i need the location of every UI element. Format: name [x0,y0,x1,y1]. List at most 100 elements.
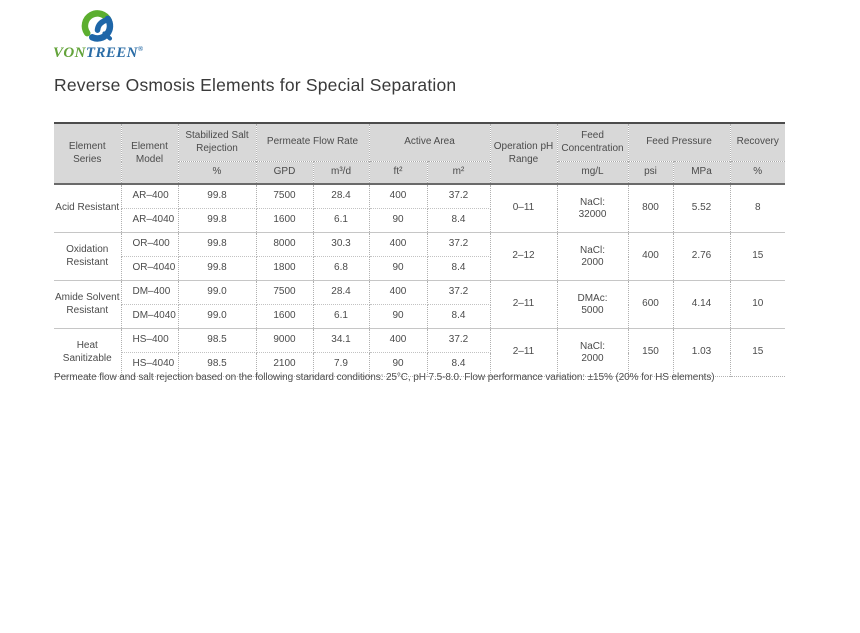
registered-trademark-mark: ® [137,45,144,53]
logo-text-von: VON [53,45,86,61]
col-header-feed-pressure: Feed Pressure [628,123,731,162]
col-header-stabilized-salt-rejection: Stabilized Salt Rejection [178,123,257,162]
ft2-cell: 400 [369,280,428,305]
m2-cell: 8.4 [427,208,491,233]
feed-value: 2000 [581,352,604,364]
vontreen-logo: VONTREEN® [53,7,144,62]
rejection-cell: 99.8 [178,232,257,257]
page-title: Reverse Osmosis Elements for Special Sep… [54,75,457,95]
gpd-cell: 8000 [256,232,314,257]
gpd-cell: 7500 [256,184,314,209]
col-header-operation-ph-range: Operation pH Range [490,123,558,184]
gpd-cell: 7500 [256,280,314,305]
model-cell: OR–400 [121,232,179,257]
model-cell: DM–400 [121,280,179,305]
feed-concentration-cell: NaCl: 2000 [557,328,629,377]
feed-solute: NaCl: [579,196,605,208]
ft2-cell: 90 [369,352,428,377]
ph-range-cell: 2–11 [490,328,558,377]
col-header-permeate-flow-rate: Permeate Flow Rate [256,123,370,162]
col-header-active-area: Active Area [369,123,491,162]
unit-header-gpd: GPD [256,161,314,184]
ft2-cell: 90 [369,304,428,329]
model-cell: HS–400 [121,328,179,353]
recovery-cell: 8 [754,202,761,214]
col-header-element-model: Element Model [121,123,179,184]
feed-solute: NaCl: [579,340,605,352]
feed-value: 5000 [581,304,604,316]
psi-cell: 150 [628,328,674,377]
rejection-cell: 99.8 [178,208,257,233]
group-acid-resistant: Acid Resistant AR–400 99.8 7500 28.4 400… [54,184,785,233]
ph-range-cell: 0–11 [490,184,558,233]
table-row: HS–4040 98.5 2100 7.9 90 8.4 [54,352,785,377]
recovery-cell: 10 [752,298,764,310]
unit-header-psi: psi [628,161,674,184]
unit-header-rejection-percent: % [178,161,257,184]
group-oxidation-resistant: Oxidation Resistant OR–400 99.8 8000 30.… [54,232,785,281]
m2-cell: 8.4 [427,352,491,377]
table-row: AR–4040 99.8 1600 6.1 90 8.4 [54,208,785,233]
rejection-cell: 98.5 [178,352,257,377]
gpd-cell: 2100 [256,352,314,377]
table-row: Amide Solvent Resistant DM–400 99.0 7500… [54,280,785,329]
feed-solute: DMAc: [577,292,608,304]
recovery-cell: 15 [752,250,764,262]
series-cell: Oxidation Resistant [54,232,122,281]
unit-header-m2: m² [427,161,491,184]
rejection-cell: 99.0 [178,304,257,329]
table-row: OR–4040 99.8 1800 6.8 90 8.4 [54,256,785,281]
m2-cell: 8.4 [427,304,491,329]
m3d-cell: 6.1 [313,208,370,233]
gpd-cell: 1600 [256,208,314,233]
logo-text-treen: TREEN [85,45,138,61]
m3d-cell: 28.4 [313,184,370,209]
ro-elements-spec-table: Element Series Element Model Stabilized … [54,122,785,377]
mpa-cell: 5.52 [673,184,731,233]
psi-cell: 400 [628,232,674,281]
ft2-cell: 400 [369,184,428,209]
vontreen-swirl-icon [81,10,113,42]
mpa-cell: 4.14 [673,280,731,329]
group-heat-sanitizable: Heat Sanitizable HS–400 98.5 9000 34.1 4… [54,328,785,377]
model-cell: DM–4040 [121,304,179,329]
col-header-element-series: Element Series [54,123,122,184]
mpa-cell: 2.76 [673,232,731,281]
ft2-cell: 90 [369,256,428,281]
feed-solute: NaCl: [579,244,605,256]
col-header-recovery: Recovery [730,123,785,162]
feed-value: 32000 [578,208,607,220]
gpd-cell: 1800 [256,256,314,281]
table-row: Heat Sanitizable HS–400 98.5 9000 34.1 4… [54,328,785,377]
ph-range-cell: 2–11 [490,280,558,329]
table-row: Oxidation Resistant OR–400 99.8 8000 30.… [54,232,785,281]
group-amide-solvent-resistant: Amide Solvent Resistant DM–400 99.0 7500… [54,280,785,329]
m2-cell: 37.2 [427,232,491,257]
footnote: Permeate flow and salt rejection based o… [54,372,715,383]
unit-header-mg-per-l: mg/L [557,161,629,184]
feed-concentration-cell: NaCl: 32000 [557,184,629,233]
ft2-cell: 400 [369,328,428,353]
model-cell: HS–4040 [121,352,179,377]
feed-concentration-cell: NaCl: 2000 [557,232,629,281]
rejection-cell: 99.8 [178,184,257,209]
rejection-cell: 99.8 [178,256,257,281]
m2-cell: 37.2 [427,328,491,353]
table-row: Acid Resistant AR–400 99.8 7500 28.4 400… [54,184,785,233]
ft2-cell: 90 [369,208,428,233]
rejection-cell: 98.5 [178,328,257,353]
m3d-cell: 30.3 [313,232,370,257]
table-header: Element Series Element Model Stabilized … [54,123,785,184]
vontreen-logo-text: VONTREEN® [53,45,144,62]
m3d-cell: 7.9 [313,352,370,377]
feed-value: 2000 [581,256,604,268]
series-cell: Amide Solvent Resistant [54,280,122,329]
series-cell: Heat Sanitizable [54,328,122,377]
m3d-cell: 6.1 [313,304,370,329]
m2-cell: 37.2 [427,280,491,305]
recovery-cell: 15 [752,346,764,358]
gpd-cell: 1600 [256,304,314,329]
col-header-feed-concentration: Feed Concentration [557,123,629,162]
rejection-cell: 99.0 [178,280,257,305]
m2-cell: 8.4 [427,256,491,281]
